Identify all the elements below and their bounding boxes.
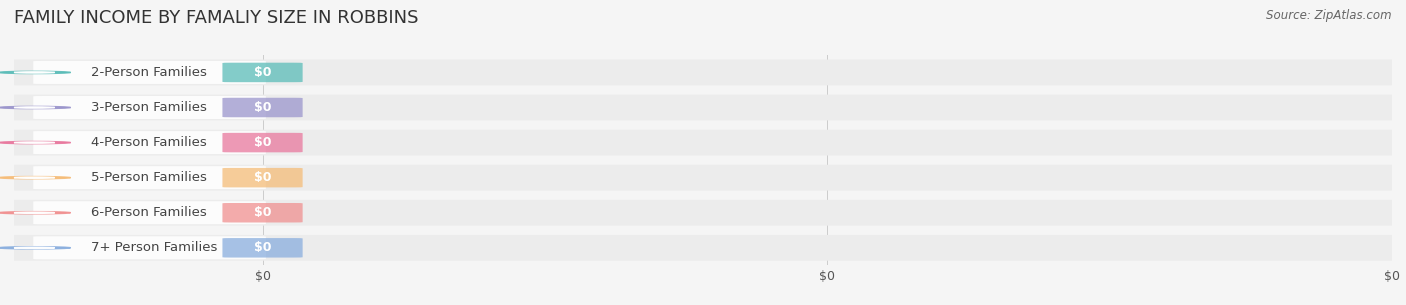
Text: FAMILY INCOME BY FAMALIY SIZE IN ROBBINS: FAMILY INCOME BY FAMALIY SIZE IN ROBBINS: [14, 9, 419, 27]
FancyBboxPatch shape: [34, 201, 266, 224]
FancyBboxPatch shape: [7, 200, 1399, 226]
Circle shape: [14, 107, 55, 108]
Circle shape: [0, 71, 70, 74]
Text: 6-Person Families: 6-Person Families: [91, 206, 207, 219]
Text: $0: $0: [253, 241, 271, 254]
FancyBboxPatch shape: [222, 98, 302, 117]
Text: 2-Person Families: 2-Person Families: [91, 66, 207, 79]
Circle shape: [14, 72, 55, 73]
FancyBboxPatch shape: [34, 236, 266, 259]
FancyBboxPatch shape: [7, 59, 1399, 85]
Text: $0: $0: [253, 136, 271, 149]
Text: $0: $0: [253, 66, 271, 79]
FancyBboxPatch shape: [34, 96, 266, 119]
FancyBboxPatch shape: [7, 95, 1399, 120]
FancyBboxPatch shape: [222, 133, 302, 152]
Circle shape: [0, 247, 70, 249]
Text: 4-Person Families: 4-Person Families: [91, 136, 207, 149]
Circle shape: [0, 142, 70, 144]
Text: 5-Person Families: 5-Person Families: [91, 171, 207, 184]
Text: $0: $0: [253, 101, 271, 114]
FancyBboxPatch shape: [7, 235, 1399, 261]
FancyBboxPatch shape: [7, 165, 1399, 191]
Circle shape: [0, 106, 70, 109]
FancyBboxPatch shape: [34, 61, 266, 84]
Circle shape: [14, 212, 55, 214]
Circle shape: [0, 177, 70, 179]
Text: Source: ZipAtlas.com: Source: ZipAtlas.com: [1267, 9, 1392, 22]
FancyBboxPatch shape: [222, 238, 302, 257]
Circle shape: [0, 212, 70, 214]
FancyBboxPatch shape: [222, 203, 302, 222]
Circle shape: [14, 177, 55, 178]
Circle shape: [14, 247, 55, 249]
Text: 7+ Person Families: 7+ Person Families: [91, 241, 218, 254]
FancyBboxPatch shape: [7, 130, 1399, 156]
FancyBboxPatch shape: [222, 168, 302, 187]
FancyBboxPatch shape: [34, 131, 266, 154]
FancyBboxPatch shape: [34, 166, 266, 189]
Text: 3-Person Families: 3-Person Families: [91, 101, 207, 114]
Circle shape: [14, 142, 55, 143]
Text: $0: $0: [253, 206, 271, 219]
FancyBboxPatch shape: [222, 63, 302, 82]
Text: $0: $0: [253, 171, 271, 184]
